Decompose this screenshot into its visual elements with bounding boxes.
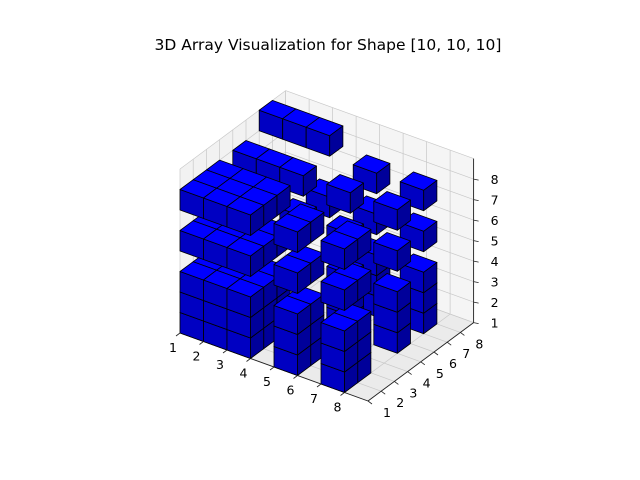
z-tick-label: 4 — [491, 254, 499, 269]
voxel-face-top — [226, 278, 265, 298]
voxel — [279, 157, 317, 197]
voxel — [273, 213, 312, 253]
voxel-face-top — [226, 196, 265, 216]
y-tick-mark — [433, 351, 439, 356]
x-tick-mark — [199, 341, 204, 345]
voxel — [373, 232, 411, 272]
voxel-face-top — [373, 191, 411, 211]
voxel-face-top — [373, 273, 411, 293]
y-tick-label: 5 — [436, 366, 444, 381]
voxel — [320, 271, 359, 311]
voxel — [320, 312, 359, 352]
z-tick-label: 3 — [491, 275, 499, 290]
y-tick-mark — [446, 341, 452, 346]
voxel-face-top — [373, 232, 411, 252]
voxel — [373, 191, 411, 231]
z-tick-mark — [473, 219, 479, 222]
x-tick-mark — [316, 383, 322, 388]
y-tick-mark — [460, 332, 465, 336]
y-tick-mark — [394, 381, 399, 385]
x-tick-label: 7 — [310, 391, 318, 406]
y-tick-label: 2 — [396, 395, 404, 410]
voxel-face-top — [399, 171, 438, 191]
z-tick-mark — [473, 178, 479, 181]
voxel-face-top — [226, 237, 265, 257]
y-tick-mark — [407, 371, 412, 375]
z-tick-label: 8 — [491, 172, 499, 187]
z-tick-label: 6 — [491, 213, 499, 228]
y-tick-mark — [380, 390, 386, 395]
voxel — [226, 196, 265, 236]
z-tick-mark — [473, 322, 479, 324]
voxel-face-top — [273, 295, 312, 315]
voxel-face-top — [273, 213, 312, 233]
voxel-group — [179, 100, 438, 393]
z-tick-mark — [473, 281, 479, 283]
y-tick-label: 3 — [409, 385, 417, 400]
voxel — [305, 117, 344, 157]
voxel-face-top — [320, 271, 359, 291]
x-tick-label: 6 — [287, 383, 295, 398]
z-tick-mark — [473, 260, 479, 263]
x-tick-mark — [175, 332, 181, 337]
voxel — [399, 212, 438, 253]
x-tick-mark — [246, 358, 251, 362]
z-tick-label: 7 — [491, 193, 499, 208]
voxel — [226, 278, 265, 318]
x-tick-label: 5 — [263, 374, 271, 389]
voxel-face-top — [352, 154, 391, 174]
voxel — [273, 254, 312, 294]
voxel-face-top — [305, 117, 344, 137]
y-tick-label: 7 — [462, 346, 470, 361]
grid-line — [285, 90, 474, 159]
x-tick-mark — [293, 375, 298, 379]
chart-title: 3D Array Visualization for Shape [10, 10… — [155, 36, 502, 54]
voxel — [326, 174, 364, 214]
z-tick-mark — [473, 240, 479, 242]
y-tick-label: 8 — [475, 336, 483, 351]
z-tick-label: 1 — [491, 316, 499, 331]
voxel-face-top — [320, 230, 359, 250]
y-tick-label: 4 — [423, 376, 431, 391]
y-tick-label: 6 — [449, 356, 457, 371]
x-tick-mark — [340, 392, 345, 396]
x-tick-mark — [269, 366, 275, 371]
y-tick-label: 1 — [383, 405, 391, 420]
voxel-face-top — [273, 254, 312, 274]
z-tick-label: 2 — [491, 295, 499, 310]
voxel-face-top — [326, 174, 364, 194]
x-tick-label: 1 — [169, 340, 177, 355]
y-tick-mark — [367, 400, 373, 405]
voxel — [373, 273, 411, 313]
voxel — [320, 230, 359, 270]
x-tick-label: 3 — [216, 357, 224, 372]
x-tick-mark — [222, 349, 228, 354]
z-tick-label: 5 — [491, 234, 499, 249]
voxel — [226, 237, 265, 277]
z-tick-mark — [473, 301, 479, 304]
voxel — [273, 295, 312, 335]
voxel-face-top — [320, 312, 359, 332]
x-tick-label: 4 — [240, 366, 248, 381]
x-tick-label: 8 — [334, 400, 342, 415]
voxel-face-top — [279, 157, 317, 177]
y-tick-mark — [420, 361, 426, 366]
x-tick-label: 2 — [193, 349, 201, 364]
z-tick-mark — [473, 199, 479, 201]
